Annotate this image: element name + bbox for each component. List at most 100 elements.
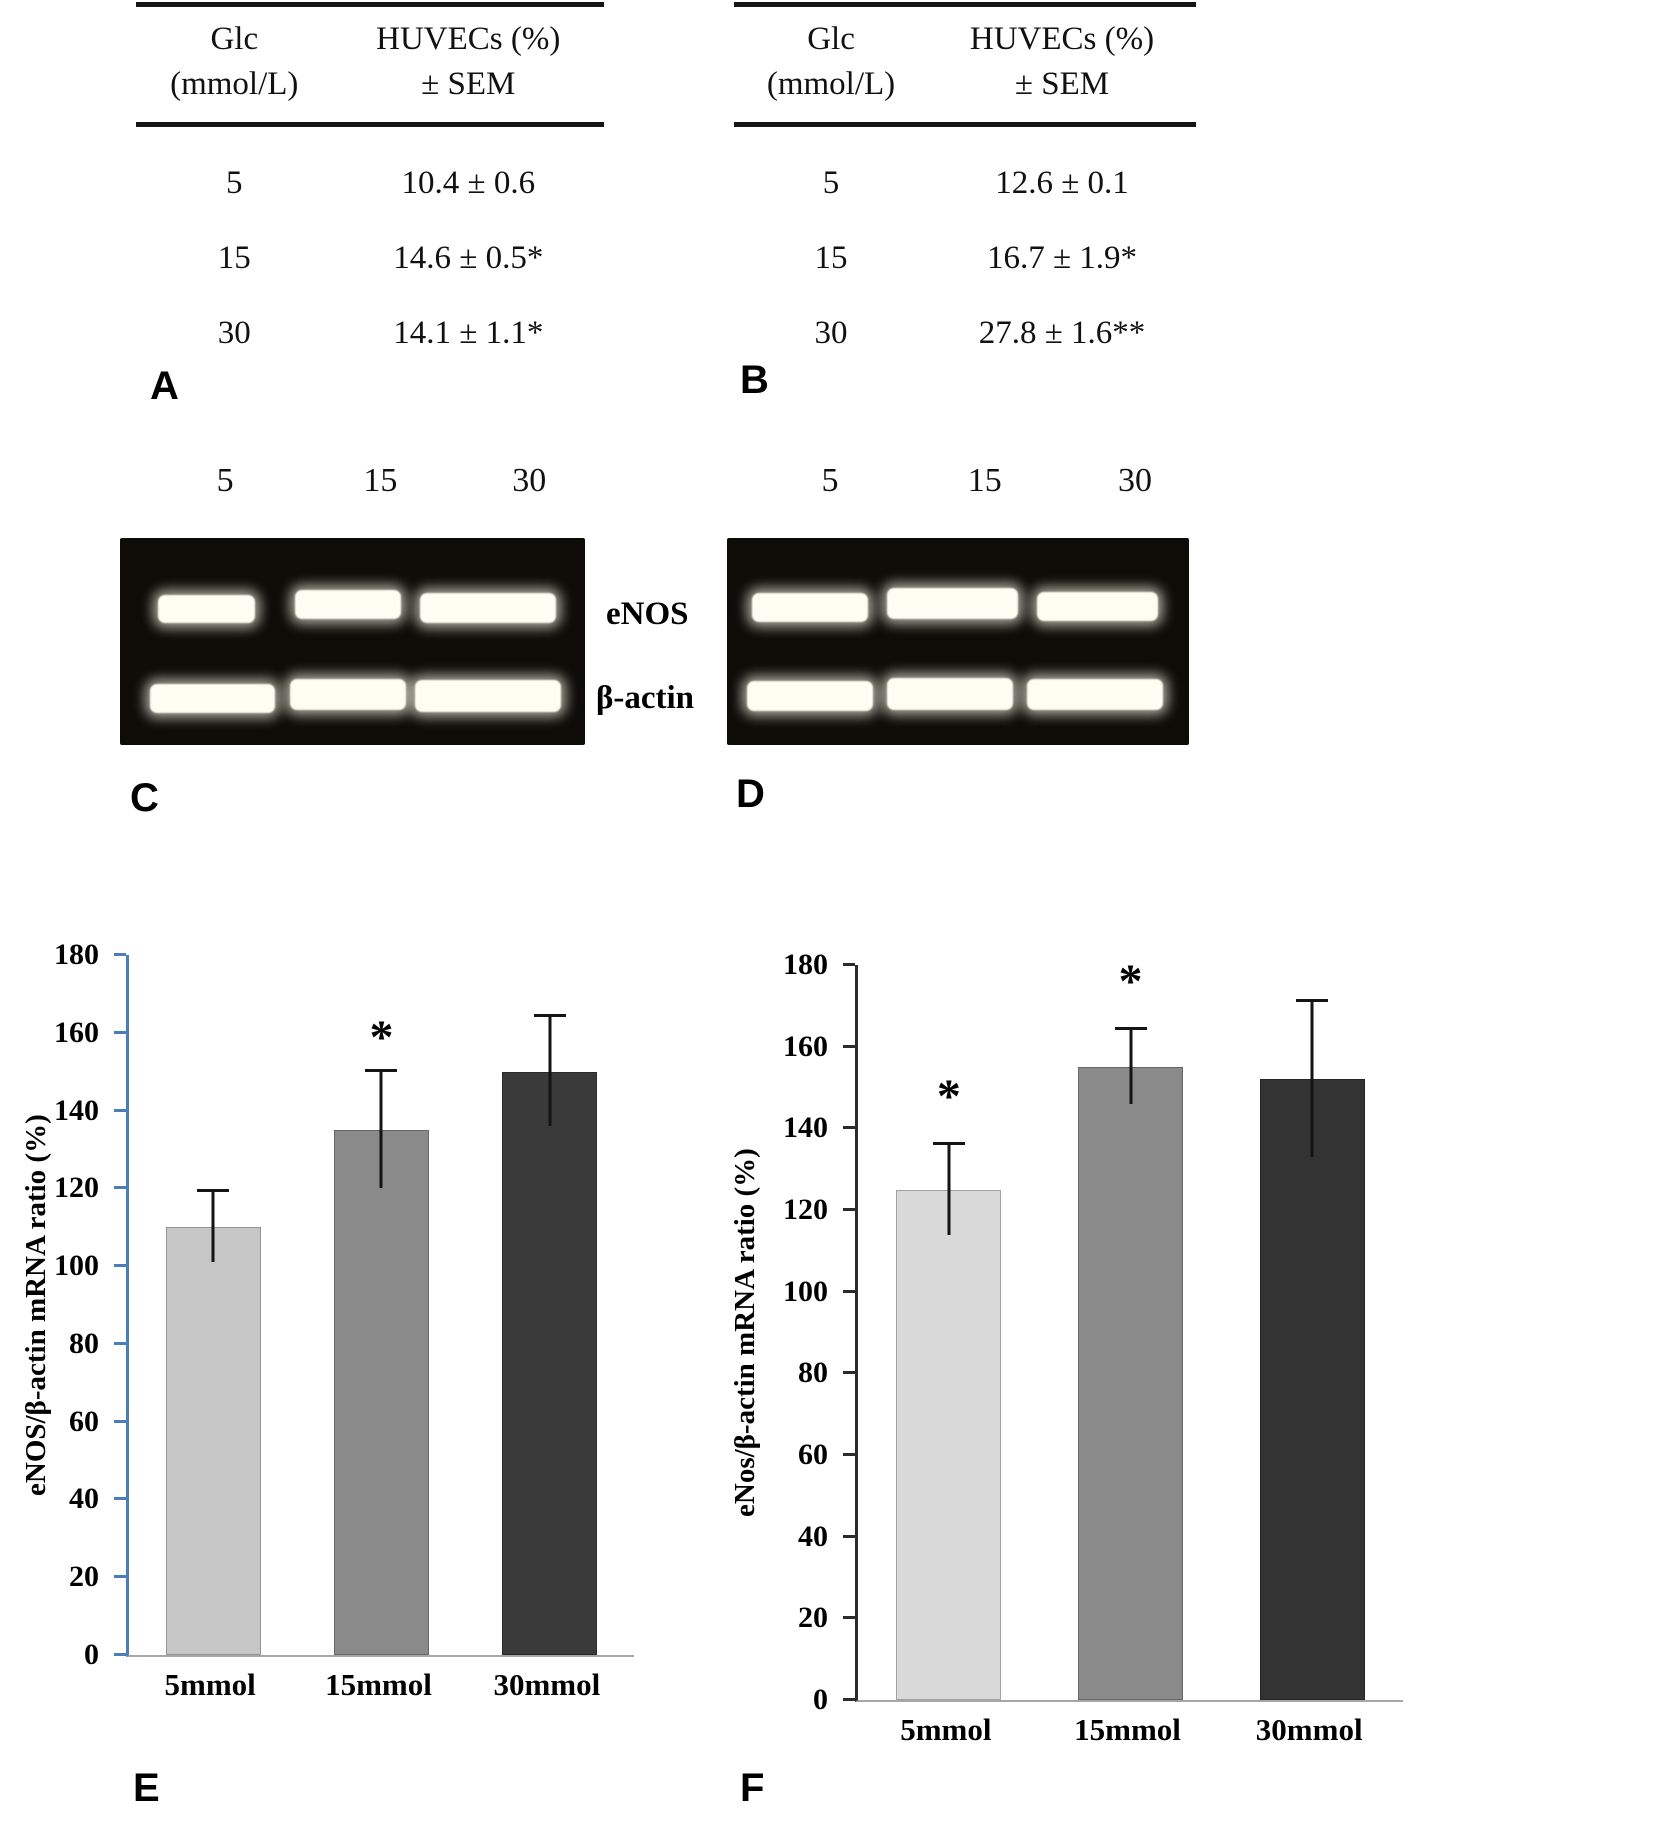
gel-band <box>150 684 275 713</box>
y-tick-mark <box>114 1419 126 1423</box>
gel-image-d <box>727 538 1189 745</box>
table-cell-glc: 5 <box>822 165 840 202</box>
error-cap <box>533 1014 566 1018</box>
gel-band <box>420 593 556 623</box>
gel-band <box>752 593 868 622</box>
y-tick-mark <box>114 1497 126 1501</box>
gel-band <box>887 588 1018 619</box>
y-tick-label: 20 <box>798 1601 828 1635</box>
header-glc-unit: (mmol/L) <box>170 65 299 102</box>
y-tick-label: 60 <box>798 1438 828 1471</box>
header-huvecs: HUVECs (%) <box>969 21 1155 57</box>
bar-30mmol <box>1259 1079 1365 1700</box>
gel-image-c <box>120 538 585 745</box>
table-b-col2-header: HUVECs (%) ± SEM <box>928 17 1196 106</box>
bar-slot-30mmol <box>1221 965 1403 1700</box>
y-tick-mark <box>114 1030 126 1034</box>
table-cell-value: 10.4 ± 0.6 <box>401 165 536 202</box>
panel-label-a: A <box>150 364 180 408</box>
chart-f-x-axis-labels: 5mmol 15mmol 30mmol <box>855 1712 1400 1748</box>
y-tick-label: 40 <box>798 1519 828 1553</box>
y-tick-mark <box>843 1289 855 1293</box>
gel-band <box>295 590 401 619</box>
table-a: Glc (mmol/L) HUVECs (%) ± SEM 5 10.4 ± 0… <box>136 2 604 352</box>
y-tick-mark <box>843 1126 855 1130</box>
table-row: 30 14.1 ± 1.1* <box>136 315 604 352</box>
y-tick-label: 180 <box>54 938 99 971</box>
y-tick-mark <box>114 1575 126 1579</box>
gel-band <box>747 681 873 711</box>
header-huvecs: HUVECs (%) <box>376 21 561 57</box>
header-glc: Glc <box>210 21 259 57</box>
y-tick-label: 100 <box>54 1249 99 1283</box>
error-bar <box>211 1192 215 1263</box>
bar-15mmol <box>1078 1067 1183 1700</box>
x-tick-label: 5mmol <box>900 1712 992 1747</box>
y-tick-mark <box>843 1044 855 1048</box>
x-tick-label: 5mmol <box>164 1667 256 1702</box>
bar-30mmol <box>502 1071 598 1655</box>
table-a-col2-header: HUVECs (%) ± SEM <box>333 17 604 106</box>
header-sem: ± SEM <box>1014 65 1110 102</box>
gel-row-label-bactin: β-actin <box>596 680 695 716</box>
bar-15mmol <box>333 1130 429 1655</box>
table-row: 5 10.4 ± 0.6 <box>136 165 604 202</box>
x-tick-label: 15mmol <box>1074 1712 1181 1747</box>
error-cap <box>365 1068 398 1072</box>
error-cap <box>197 1189 230 1193</box>
bar-slot-15mmol: * <box>1040 955 1222 1700</box>
chart-e-plot-area: 0 20 40 60 80 100 120 140 160 180 * <box>54 938 634 1671</box>
gel-d-lane-labels: 5 15 30 <box>727 462 1189 508</box>
x-tick-label: 30mmol <box>493 1667 601 1702</box>
chart-e: eNOS/β-actin mRNA ratio (%) 0 20 40 60 80 100… <box>18 912 650 1732</box>
gel-band <box>158 595 255 623</box>
lane-label: 15 <box>967 462 1002 499</box>
y-tick-label: 80 <box>798 1356 828 1390</box>
panel-label-e: E <box>133 1766 161 1810</box>
table-row: 30 27.8 ± 1.6** <box>734 315 1196 352</box>
y-tick-mark <box>114 1341 126 1345</box>
y-tick-mark <box>843 1371 855 1375</box>
table-a-col1-header: Glc (mmol/L) <box>136 17 333 106</box>
y-tick-label: 140 <box>783 1111 828 1145</box>
y-tick-label: 80 <box>69 1326 99 1360</box>
error-bar <box>1310 1001 1314 1157</box>
gel-band <box>1027 679 1163 710</box>
y-tick-mark <box>114 1653 126 1656</box>
y-tick-label: 140 <box>54 1093 99 1127</box>
panel-label-f: F <box>740 1766 766 1810</box>
gel-row-label-enos: eNOS <box>606 596 689 632</box>
lane-label: 5 <box>216 462 234 499</box>
error-cap <box>1114 1027 1147 1031</box>
gel-band <box>887 678 1013 710</box>
y-tick-mark <box>843 1698 855 1701</box>
x-tick-label: 30mmol <box>1255 1712 1363 1747</box>
error-cap <box>932 1141 965 1145</box>
table-cell-value: 12.6 ± 0.1 <box>995 165 1129 202</box>
table-row: 15 16.7 ± 1.9* <box>734 240 1196 277</box>
y-tick-mark <box>843 1208 855 1211</box>
table-cell-value: 14.6 ± 0.5* <box>393 240 544 277</box>
significance-star: * <box>936 1069 961 1123</box>
significance-star: * <box>1118 955 1143 1009</box>
y-tick-mark <box>114 1264 126 1268</box>
y-tick-mark <box>843 1534 855 1538</box>
y-tick-mark <box>114 1186 126 1190</box>
y-tick-mark <box>843 1616 855 1620</box>
panel-label-c: C <box>130 776 160 820</box>
bar-slot-30mmol <box>466 955 634 1655</box>
panel-label-d: D <box>736 772 766 816</box>
table-b-header: Glc (mmol/L) HUVECs (%) ± SEM <box>734 2 1196 128</box>
y-tick-mark <box>843 963 855 966</box>
error-cap <box>1296 998 1329 1002</box>
y-tick-label: 100 <box>783 1274 828 1308</box>
error-bar <box>1129 1030 1132 1104</box>
chart-e-x-axis-labels: 5mmol 15mmol 30mmol <box>126 1667 631 1703</box>
bar-slot-5mmol: * <box>858 965 1040 1700</box>
table-cell-glc: 5 <box>226 165 243 202</box>
chart-f-plot-area: 0 20 40 60 80 100 120 140 160 180 * * <box>783 948 1403 1716</box>
table-cell-glc: 30 <box>217 315 251 352</box>
y-tick-label: 20 <box>69 1560 99 1594</box>
error-bar <box>947 1144 951 1235</box>
